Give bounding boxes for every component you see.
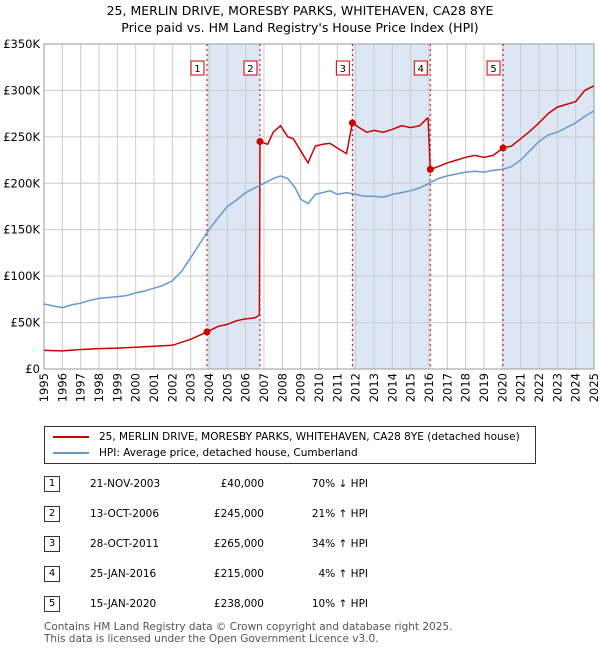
sale-number-badge: 3 [44, 536, 60, 552]
shaded-period [352, 44, 431, 369]
legend-item-hpi: HPI: Average price, detached house, Cumb… [53, 445, 358, 461]
x-tick-label: 2023 [550, 373, 564, 402]
sale-point [256, 138, 264, 145]
y-tick-label: £50K [11, 316, 41, 330]
x-tick-label: 2017 [440, 373, 454, 402]
sale-number-badge: 4 [44, 566, 60, 582]
x-tick-label: 2000 [129, 373, 143, 402]
x-tick-label: 2022 [532, 373, 546, 402]
x-tick-label: 1996 [55, 373, 69, 402]
footer: Contains HM Land Registry data © Crown c… [44, 621, 452, 645]
x-tick-label: 2019 [477, 373, 491, 402]
table-row: 4 25-JAN-2016 £215,000 4% ↑ HPI [44, 564, 544, 584]
price-chart: 1 2 3 4 5 £0 £50K £100K £150K £200K £250K £300K £350… [3, 37, 600, 402]
sale-hpi-change: 70% ↓ HPI [311, 478, 368, 490]
shaded-period [503, 44, 594, 369]
plot-frame [43, 43, 595, 370]
y-tick-label: £100K [3, 269, 40, 283]
sale-point [426, 165, 434, 173]
x-tick-label: 2002 [165, 373, 179, 402]
legend-label-property: 25, MERLIN DRIVE, MORESBY PARKS, WHITEHA… [99, 431, 520, 443]
legend: 25, MERLIN DRIVE, MORESBY PARKS, WHITEHA… [44, 426, 536, 464]
x-tick-label: 2007 [257, 373, 271, 402]
x-tick-label: 2001 [147, 373, 161, 402]
x-tick-label: 2010 [312, 373, 326, 402]
y-tick-label: £200K [3, 176, 40, 190]
sale-marker-label: 4 [418, 64, 424, 75]
sale-hpi-change: 4% ↑ HPI [318, 568, 368, 580]
sale-marker-box [486, 60, 501, 76]
table-row: 5 15-JAN-2020 £238,000 10% ↑ HPI [44, 594, 544, 614]
sale-number-badge: 5 [44, 596, 60, 612]
x-tick-label: 1995 [37, 373, 51, 402]
x-tick-label: 2014 [385, 373, 399, 402]
x-tick-label: 2021 [514, 373, 528, 402]
legend-item-property: 25, MERLIN DRIVE, MORESBY PARKS, WHITEHA… [53, 429, 520, 445]
sale-point [499, 144, 507, 152]
hpi-line [43, 110, 595, 309]
y-tick-label: £150K [3, 223, 40, 237]
sale-date: 13-OCT-2006 [90, 508, 159, 520]
legend-label-hpi: HPI: Average price, detached house, Cumb… [99, 447, 358, 459]
sale-point [348, 119, 356, 127]
sale-marker-box [243, 60, 258, 76]
sale-price: £238,000 [213, 598, 264, 610]
sale-number-badge: 2 [44, 506, 60, 522]
x-tick-label: 2005 [220, 373, 234, 402]
footer-copyright: Contains HM Land Registry data © Crown c… [44, 621, 453, 633]
sale-point [203, 328, 211, 336]
sale-marker-box [190, 60, 205, 76]
table-row: 3 28-OCT-2011 £265,000 34% ↑ HPI [44, 534, 544, 554]
legend-swatch-hpi [53, 452, 89, 454]
x-tick-label: 2020 [495, 373, 509, 402]
chart-subtitle: Price paid vs. HM Land Registry's House … [121, 20, 479, 35]
x-tick-label: 2024 [569, 373, 583, 402]
x-tick-label: 1999 [110, 373, 124, 402]
x-tick-label: 2013 [367, 373, 381, 402]
sale-price: £215,000 [213, 568, 264, 580]
x-tick-label: 2012 [349, 373, 363, 402]
sale-price: £40,000 [220, 478, 264, 490]
legend-swatch-property [53, 436, 89, 438]
sale-date: 25-JAN-2016 [90, 568, 157, 580]
sale-price: £245,000 [213, 508, 264, 520]
sale-marker-label: 1 [194, 64, 200, 75]
chart-title: 25, MERLIN DRIVE, MORESBY PARKS, WHITEHA… [106, 3, 494, 18]
sale-date: 28-OCT-2011 [90, 538, 159, 550]
x-tick-label: 2025 [587, 373, 600, 402]
x-tick-label: 2003 [184, 373, 198, 402]
x-tick-label: 2011 [330, 373, 344, 402]
x-tick-label: 2009 [294, 373, 308, 402]
table-row: 2 13-OCT-2006 £245,000 21% ↑ HPI [44, 504, 544, 524]
sale-hpi-change: 10% ↑ HPI [311, 598, 368, 610]
sale-date: 21-NOV-2003 [90, 478, 161, 490]
y-tick-label: £0 [25, 362, 40, 376]
x-tick-label: 2016 [422, 373, 436, 402]
table-row: 1 21-NOV-2003 £40,000 70% ↓ HPI [44, 474, 544, 494]
sale-hpi-change: 21% ↑ HPI [311, 508, 368, 520]
sale-marker-label: 3 [340, 64, 346, 75]
footer-licence: This data is licensed under the Open Gov… [44, 633, 379, 645]
sale-number-badge: 1 [44, 476, 60, 492]
x-tick-label: 2015 [404, 373, 418, 402]
x-tick-label: 2004 [202, 373, 216, 402]
sale-date: 15-JAN-2020 [90, 598, 157, 610]
shaded-period [206, 44, 260, 369]
sale-hpi-change: 34% ↑ HPI [311, 538, 368, 550]
sale-price: £265,000 [213, 538, 264, 550]
sale-marker-label: 5 [490, 64, 496, 75]
x-tick-label: 2008 [275, 373, 289, 402]
y-tick-label: £300K [3, 83, 40, 97]
x-tick-label: 2006 [239, 373, 253, 402]
sale-marker-box [413, 60, 428, 76]
sale-marker-box [335, 60, 350, 76]
y-tick-label: £250K [3, 130, 40, 144]
x-tick-label: 1998 [92, 373, 106, 402]
sale-marker-label: 2 [247, 64, 253, 75]
x-tick-label: 1997 [74, 373, 88, 402]
x-tick-label: 2018 [459, 373, 473, 402]
y-tick-label: £350K [3, 37, 40, 51]
